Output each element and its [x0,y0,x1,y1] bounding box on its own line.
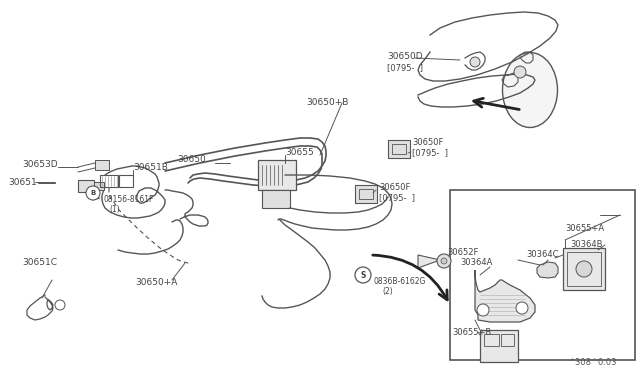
Text: [0795-  ]: [0795- ] [387,63,423,72]
Text: 0836B-6162G: 0836B-6162G [373,277,426,286]
Bar [95,160,109,170]
Bar [501,334,514,346]
Circle shape [477,304,489,316]
Bar [119,175,133,187]
Ellipse shape [502,52,557,128]
Circle shape [576,261,592,277]
Bar [484,334,499,346]
Bar [100,175,118,187]
Text: 30655+B: 30655+B [452,328,492,337]
Text: 30650+A: 30650+A [135,278,177,287]
Text: 30651: 30651 [8,178,36,187]
Circle shape [86,186,100,200]
Bar [480,330,518,362]
Bar [388,140,410,158]
Text: 30650D: 30650D [387,52,422,61]
Text: [0795-  ]: [0795- ] [379,193,415,202]
Circle shape [55,300,65,310]
Circle shape [516,302,528,314]
Bar [94,182,104,190]
Bar [359,189,373,199]
Bar [450,190,635,360]
Text: ^308^0.03: ^308^0.03 [568,358,616,367]
Text: 30650: 30650 [177,155,205,164]
Text: (2): (2) [382,287,393,296]
Text: 30651B: 30651B [133,163,168,172]
Bar [392,144,406,154]
Bar [262,190,290,208]
Text: 30364B: 30364B [570,240,602,249]
Text: 30651C: 30651C [22,258,57,267]
Circle shape [514,66,526,78]
Circle shape [355,267,371,283]
Polygon shape [537,262,558,278]
Text: S: S [360,270,365,279]
Text: 30650+B: 30650+B [306,98,348,107]
Bar [258,160,296,190]
Bar [78,180,94,192]
Polygon shape [475,270,535,322]
Text: 30655+A: 30655+A [565,224,604,233]
Bar [563,248,605,290]
Text: [0795-  ]: [0795- ] [412,148,448,157]
Circle shape [441,258,447,264]
Text: 08156-8161F: 08156-8161F [103,195,154,204]
Text: (1): (1) [109,205,120,214]
Text: 30364C: 30364C [526,250,559,259]
Circle shape [437,254,451,268]
Text: 30653D: 30653D [22,160,58,169]
Bar [567,252,601,286]
Polygon shape [418,255,440,268]
Text: B: B [90,190,95,196]
Bar [355,185,377,203]
Text: 30652F: 30652F [447,248,478,257]
Circle shape [470,57,480,67]
Text: 30364A: 30364A [460,258,492,267]
Text: 30655: 30655 [285,148,314,157]
Text: 30650F: 30650F [412,138,444,147]
Text: 30650F: 30650F [379,183,410,192]
